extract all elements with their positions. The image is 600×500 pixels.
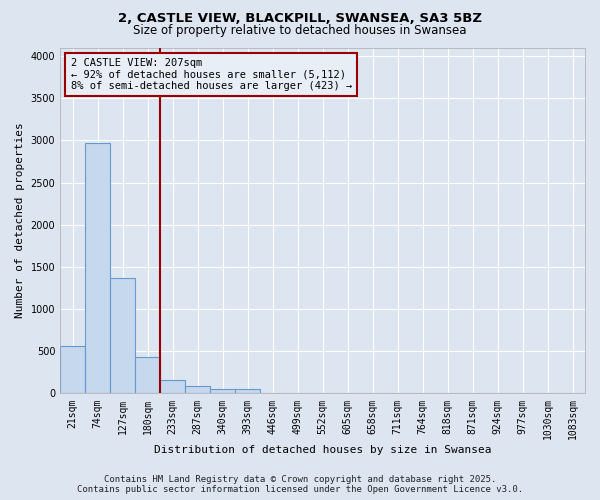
Bar xyxy=(210,389,235,394)
Bar xyxy=(85,143,110,394)
X-axis label: Distribution of detached houses by size in Swansea: Distribution of detached houses by size … xyxy=(154,445,491,455)
Text: Contains HM Land Registry data © Crown copyright and database right 2025.
Contai: Contains HM Land Registry data © Crown c… xyxy=(77,474,523,494)
Bar xyxy=(235,389,260,394)
Y-axis label: Number of detached properties: Number of detached properties xyxy=(15,122,25,318)
Text: 2 CASTLE VIEW: 207sqm
← 92% of detached houses are smaller (5,112)
8% of semi-de: 2 CASTLE VIEW: 207sqm ← 92% of detached … xyxy=(71,58,352,91)
Bar xyxy=(135,357,160,394)
Bar xyxy=(160,380,185,394)
Bar xyxy=(60,346,85,394)
Bar xyxy=(185,386,210,394)
Text: 2, CASTLE VIEW, BLACKPILL, SWANSEA, SA3 5BZ: 2, CASTLE VIEW, BLACKPILL, SWANSEA, SA3 … xyxy=(118,12,482,26)
Bar xyxy=(110,278,135,394)
Text: Size of property relative to detached houses in Swansea: Size of property relative to detached ho… xyxy=(133,24,467,37)
